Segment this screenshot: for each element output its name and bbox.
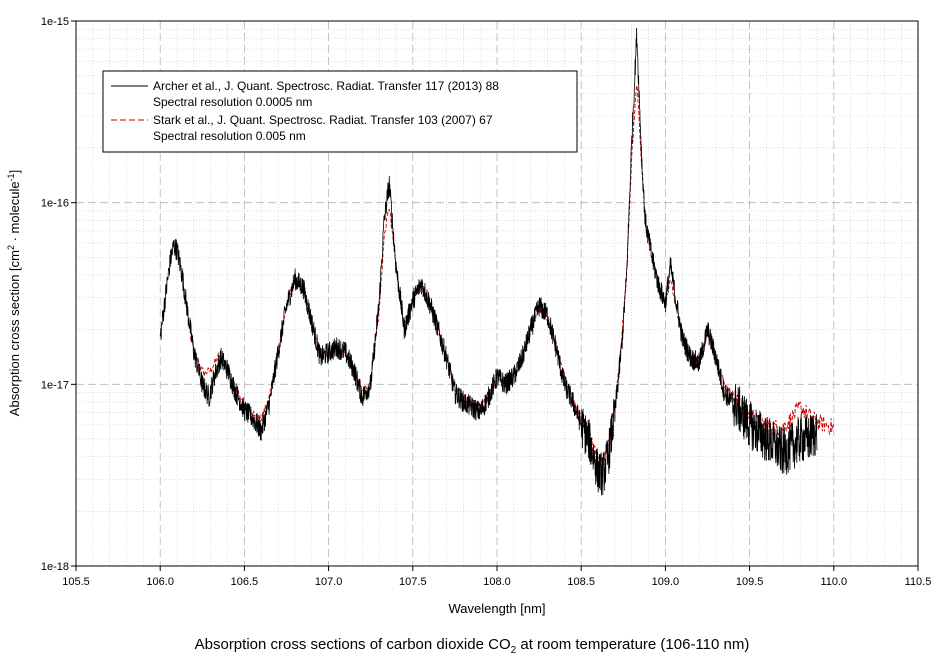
y-axis-title: Absorption cross section [cm2 · molecule…: [6, 170, 22, 416]
legend: Archer et al., J. Quant. Spectrosc. Radi…: [102, 70, 578, 153]
legend-box: [102, 70, 578, 153]
y-axis-title-main: Absorption cross section [cm: [7, 250, 22, 416]
x-tick-label: 110.0: [820, 576, 847, 588]
y-axis-title-middle: · molecule: [7, 181, 22, 245]
y-tick-label: 1e-16: [41, 198, 69, 210]
y-tick-label: 1e-18: [41, 561, 69, 573]
y-tick-label: 1e-15: [41, 16, 69, 28]
x-tick-label: 109.0: [652, 576, 680, 588]
x-tick-label: 108.5: [567, 576, 595, 588]
x-tick-label: 106.0: [146, 576, 174, 588]
x-tick-label: 106.5: [231, 576, 259, 588]
legend-label-archer: Archer et al., J. Quant. Spectrosc. Radi…: [153, 79, 499, 93]
data-series: [159, 28, 835, 496]
caption-prefix: Absorption cross sections of carbon diox…: [194, 636, 511, 653]
x-tick-label: 107.5: [399, 576, 427, 588]
x-tick-label: 105.5: [62, 576, 90, 588]
axis-ticks: 105.5 106.0 106.5 107.0 107.5 108.0 108.5 109.0…: [41, 16, 932, 588]
y-axis-title-exp1: 2: [6, 245, 16, 250]
legend-label-stark: Stark et al., J. Quant. Spectrosc. Radia…: [153, 113, 493, 127]
y-axis-title-exp2: -1: [6, 173, 16, 181]
x-tick-label: 109.5: [736, 576, 764, 588]
caption-subscript: 2: [510, 645, 517, 656]
figure-caption: Absorption cross sections of carbon diox…: [0, 636, 944, 656]
y-tick-label: 1e-17: [41, 379, 69, 391]
legend-note-stark: Spectral resolution 0.005 nm: [153, 129, 306, 143]
legend-note-archer: Spectral resolution 0.0005 nm: [153, 95, 312, 109]
x-tick-label: 107.0: [315, 576, 343, 588]
caption-suffix: at room temperature (106-110 nm): [516, 636, 750, 653]
x-tick-label: 108.0: [483, 576, 511, 588]
series-line-archer: [159, 28, 818, 496]
y-axis-title-end: ]: [7, 170, 22, 174]
x-axis-title: Wavelength [nm]: [448, 601, 545, 616]
x-tick-label: 110.5: [905, 576, 932, 588]
